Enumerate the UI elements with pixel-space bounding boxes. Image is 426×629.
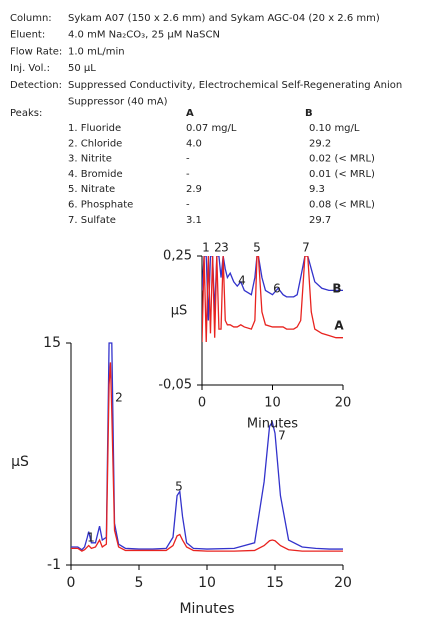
y-tick-label: 0,25 (163, 249, 192, 264)
peaks-cell: 2.9 (186, 184, 202, 195)
peak-label: 7 (278, 429, 286, 443)
x-tick-label: 20 (335, 396, 352, 411)
trace (71, 342, 343, 551)
peak-label: 3 (221, 241, 229, 255)
peak-label: 5 (253, 241, 261, 255)
peaks-cell: 29.7 (309, 215, 331, 226)
peaks-cell: 4.0 (186, 138, 202, 149)
plot-area (71, 342, 343, 552)
y-tick-label: -0,05 (158, 378, 192, 393)
peaks-cell: 4. Bromide (68, 169, 123, 180)
peaks-cell: - (186, 169, 190, 180)
peaks-cell: - (186, 154, 190, 165)
peak-label: 5 (175, 480, 183, 494)
peaks-cell: 9.3 (309, 184, 325, 195)
method-label: Column: (10, 13, 52, 24)
peaks-cell: 0.10 mg/L (309, 123, 360, 134)
method-value: 4.0 mM Na₂CO₃, 25 µM NaSCN (68, 30, 220, 41)
peaks-cell: 0.08 (< MRL) (309, 200, 375, 211)
method-value: Suppressed Conductivity, Electrochemical… (68, 80, 402, 91)
peaks-cell: 3.1 (186, 215, 202, 226)
x-tick-label: 5 (135, 575, 144, 591)
trace (202, 256, 343, 343)
peaks-cell: 2. Chloride (68, 138, 122, 149)
y-tick-label: -1 (47, 557, 61, 573)
trace (71, 362, 343, 552)
x-tick-label: 0 (198, 396, 206, 411)
x-axis-label: Minutes (247, 417, 298, 432)
peak-label: 7 (302, 241, 310, 255)
peaks-cell: 6. Phosphate (68, 200, 133, 211)
peaks-header: A (186, 108, 194, 119)
plot-area (202, 256, 343, 343)
peaks-cell: 5. Nitrate (68, 184, 115, 195)
peaks-cell: 3. Nitrite (68, 154, 112, 165)
x-tick-label: 10 (198, 575, 216, 591)
peak-label: 6 (273, 282, 281, 296)
peaks-cell: - (186, 200, 190, 211)
peaks-cell: 0.07 mg/L (186, 123, 237, 134)
method-value: 1.0 mL/min (68, 46, 125, 57)
method-value: 50 µL (68, 63, 96, 74)
method-value: Suppressor (40 mA) (68, 97, 168, 108)
x-tick-label: 10 (264, 396, 281, 411)
x-axis-label: Minutes (179, 601, 234, 617)
peak-label: 1 (202, 241, 210, 255)
y-axis-label: µS (11, 454, 29, 470)
method-label: Detection: (10, 80, 62, 91)
method-value: Sykam A07 (150 x 2.6 mm) and Sykam AGC-0… (68, 13, 380, 24)
peaks-header: B (305, 108, 313, 119)
peak-label: 2 (115, 391, 123, 405)
peak-label: 4 (238, 274, 246, 288)
peak-label: 2 (214, 241, 222, 255)
y-axis-label: µS (171, 304, 188, 319)
series-label: A (334, 319, 344, 333)
peaks-label: Peaks: (10, 108, 42, 119)
method-label: Flow Rate: (10, 46, 62, 57)
peaks-cell: 0.01 (< MRL) (309, 169, 375, 180)
peaks-cell: 29.2 (309, 138, 331, 149)
peaks-cell: 1. Fluoride (68, 123, 121, 134)
method-label: Inj. Vol.: (10, 63, 50, 74)
peaks-cell: 7. Sulfate (68, 215, 116, 226)
method-label: Eluent: (10, 30, 45, 41)
x-tick-label: 0 (67, 575, 76, 591)
peak-label: 1 (87, 531, 95, 545)
peaks-cell: 0.02 (< MRL) (309, 154, 375, 165)
series-label: B (332, 282, 341, 296)
y-tick-label: 15 (43, 335, 61, 351)
x-tick-label: 15 (266, 575, 284, 591)
x-tick-label: 20 (334, 575, 352, 591)
